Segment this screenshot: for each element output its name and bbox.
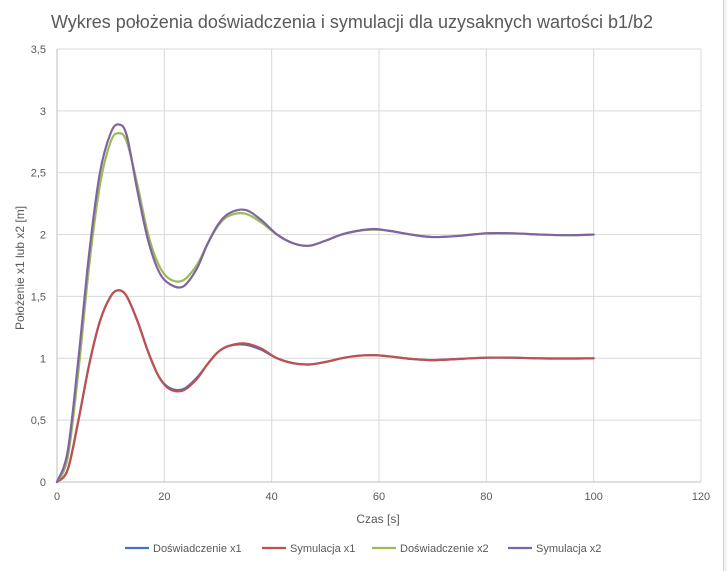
x-tick-label: 100 xyxy=(584,491,602,503)
series-line-2 xyxy=(55,289,595,484)
y-tick-labels: 0 0,5 1 1,5 2 2,5 3 3,5 xyxy=(31,44,46,489)
y-tick-label: 2,5 xyxy=(31,168,46,180)
y-tick-label: 2 xyxy=(40,230,46,242)
x-tick-label: 60 xyxy=(373,491,385,503)
chart-title: Wykres położenia doświadczenia i symulac… xyxy=(51,12,653,32)
y-tick-label: 0 xyxy=(40,477,46,489)
y-tick-label: 3,5 xyxy=(31,44,46,56)
grid xyxy=(57,48,702,482)
window-edge xyxy=(723,0,727,571)
x-tick-label: 40 xyxy=(266,491,278,503)
legend: Doświadczenie x1 Symulacja x1 Doświadczeni… xyxy=(125,543,601,555)
x-tick-label: 80 xyxy=(480,491,492,503)
series-line-3 xyxy=(55,132,595,484)
y-tick-label: 0,5 xyxy=(31,415,46,427)
y-tick-label: 3 xyxy=(40,106,46,118)
legend-label-4: Symulacja x2 xyxy=(536,543,601,555)
x-tick-label: 0 xyxy=(54,491,60,503)
legend-label-2: Symulacja x1 xyxy=(290,543,355,555)
y-tick-label: 1 xyxy=(40,353,46,365)
y-axis-label: Położenie x1 lub x2 [m] xyxy=(13,206,27,330)
x-axis-label: Czas [s] xyxy=(356,512,399,526)
legend-label-1: Doświadczenie x1 xyxy=(153,543,242,555)
series-line-4 xyxy=(55,123,595,484)
x-tick-label: 20 xyxy=(158,491,170,503)
axes xyxy=(56,49,701,483)
y-tick-label: 1,5 xyxy=(31,291,46,303)
x-tick-labels: 0 20 40 60 80 100 120 xyxy=(54,491,710,503)
legend-label-3: Doświadczenie x2 xyxy=(400,543,489,555)
x-tick-label: 120 xyxy=(692,491,710,503)
series-lines xyxy=(55,123,595,484)
